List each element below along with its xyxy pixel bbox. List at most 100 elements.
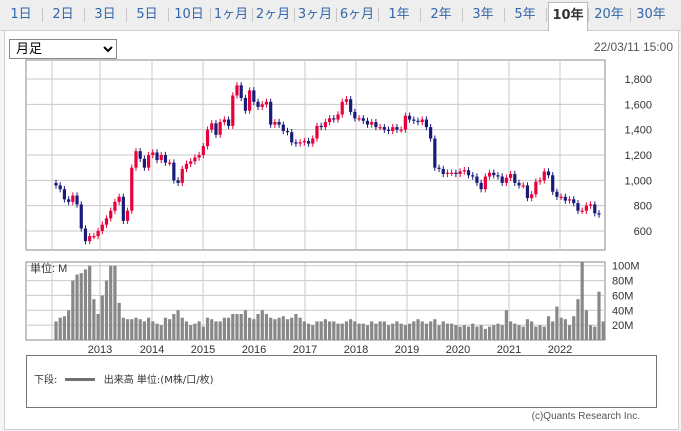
candle-body [567, 199, 572, 201]
candle-body [155, 152, 159, 161]
volume-bar [277, 317, 281, 340]
candle-body [487, 172, 492, 177]
volume-bar [125, 319, 130, 340]
candle-body [226, 119, 231, 126]
tab-separator [84, 8, 85, 22]
candle-body [500, 176, 504, 183]
candle-body [201, 146, 205, 155]
candle-body [588, 204, 593, 206]
candle-body [130, 167, 134, 211]
candle-body [248, 90, 252, 111]
tab-5[interactable]: 10日 [174, 7, 204, 22]
candle-body [311, 138, 315, 144]
candle-body [193, 157, 197, 162]
candle-body [180, 168, 184, 183]
volume-bar [109, 265, 113, 340]
tab-15[interactable]: 20年 [594, 7, 624, 22]
candle-body [584, 205, 588, 211]
volume-bar [340, 323, 344, 340]
volume-bar [269, 317, 273, 340]
tab-12[interactable]: 3年 [472, 7, 494, 22]
volume-bar [67, 310, 71, 340]
candle-body [235, 85, 239, 96]
volume-bar [365, 325, 370, 340]
volume-bar [416, 319, 420, 340]
candle-body [306, 141, 311, 144]
candle-body [597, 213, 601, 215]
tab-2[interactable]: 2日 [52, 7, 74, 22]
tab-separator [588, 8, 589, 22]
candle-body [168, 162, 172, 164]
candle-body [252, 90, 256, 102]
candle-body [142, 158, 146, 168]
year-tick-label: 2014 [140, 344, 164, 356]
candle-body [197, 155, 201, 158]
volume-bar [92, 299, 96, 340]
candle-body [100, 224, 104, 231]
volume-bar [588, 325, 593, 340]
volume-tick-label: 100M [612, 261, 640, 273]
candle-body [214, 123, 218, 135]
volume-bar [496, 323, 500, 340]
candle-body [332, 118, 336, 120]
volume-bar [458, 326, 462, 340]
tab-10[interactable]: 1年 [388, 7, 410, 22]
volume-bar [454, 325, 458, 340]
volume-bar [471, 323, 475, 340]
volume-bar [407, 323, 412, 340]
candle-body [534, 181, 538, 195]
volume-bar [189, 325, 193, 340]
candle-body [260, 104, 264, 107]
tab-1[interactable]: 1日 [10, 7, 32, 22]
tab-14[interactable]: 10年 [548, 2, 588, 32]
tab-11[interactable]: 2年 [430, 7, 452, 22]
volume-bar [513, 323, 517, 340]
candle-body [163, 155, 168, 163]
candle-body [521, 185, 525, 187]
price-tick-label: 1,400 [624, 125, 652, 137]
volume-bar [62, 316, 67, 340]
candle-body [62, 189, 67, 200]
volume-bar [134, 317, 138, 340]
tab-4[interactable]: 5日 [136, 7, 158, 22]
legend-swatch [64, 377, 95, 381]
tab-8[interactable]: 3ヶ月 [297, 7, 333, 22]
year-tick-label: 2015 [191, 344, 215, 356]
candle-body [509, 174, 513, 178]
candle-body [441, 168, 445, 174]
volume-bar [344, 321, 349, 340]
volume-bar [391, 323, 395, 340]
tab-6[interactable]: 1ヶ月 [213, 7, 249, 22]
candle-body [412, 119, 416, 121]
candle-body [269, 101, 273, 125]
volume-bar [88, 265, 92, 340]
candle-period-select[interactable]: 月足 [9, 39, 117, 59]
candle-body [399, 129, 403, 131]
volume-bar [248, 317, 252, 340]
candle-body [496, 175, 500, 177]
tab-7[interactable]: 2ヶ月 [255, 7, 291, 22]
candle-body [353, 111, 357, 119]
candle-body [344, 99, 349, 102]
candle-body [538, 180, 542, 182]
candle-body [88, 236, 92, 242]
volume-bar [121, 317, 125, 340]
tab-16[interactable]: 30年 [636, 7, 666, 22]
volume-bar [138, 319, 142, 340]
candle-body [433, 138, 437, 168]
tab-13[interactable]: 5年 [514, 7, 536, 22]
candle-body [273, 122, 277, 125]
volume-bar [576, 299, 580, 340]
candle-body [378, 127, 382, 129]
volume-bar [130, 319, 134, 340]
candlestick-series [54, 82, 601, 245]
volume-bar [83, 269, 88, 340]
candle-body [407, 115, 412, 120]
year-tick-label: 2016 [242, 344, 266, 356]
candle-body [290, 132, 294, 143]
volume-bar [54, 321, 58, 340]
volume-bar [264, 314, 269, 340]
volume-bar [290, 317, 294, 340]
tab-3[interactable]: 3日 [94, 7, 116, 22]
tab-9[interactable]: 6ヶ月 [339, 7, 375, 22]
